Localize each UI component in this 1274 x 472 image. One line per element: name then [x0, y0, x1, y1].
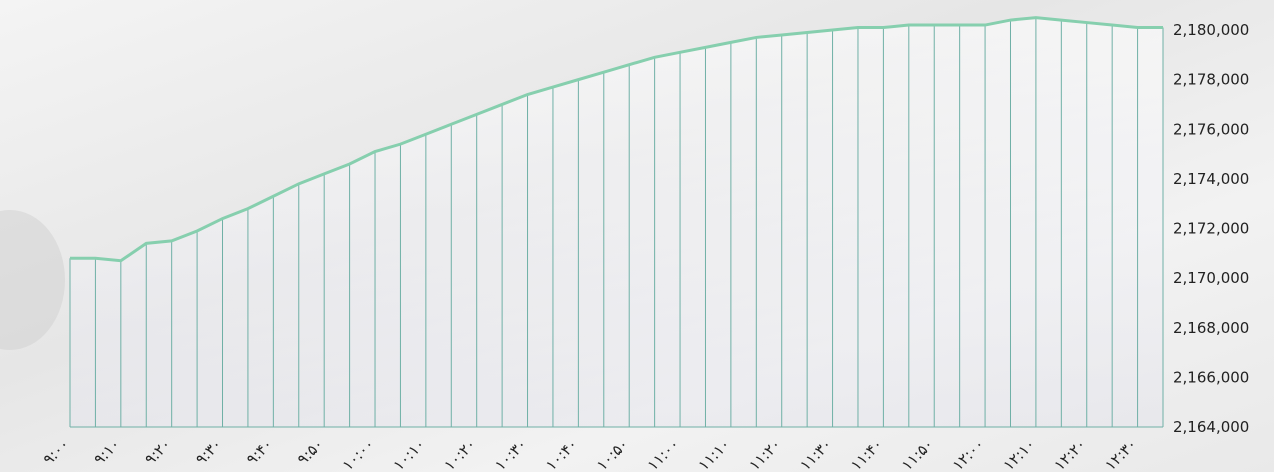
x-tick-label: ۱۰:۵۰ [593, 435, 632, 472]
x-tick-label: ۱۱:۵۰ [898, 435, 937, 472]
y-tick-label: 2,176,000 [1173, 120, 1249, 138]
x-tick-label: ۹:۲۰ [141, 435, 174, 468]
x-tick-label: ۹:۴۰ [243, 435, 276, 468]
line [70, 16, 1163, 263]
y-tick-label: 2,164,000 [1173, 418, 1249, 436]
x-tick-label: ۹:۵۰ [294, 435, 327, 468]
x-tick-label: ۱۲:۳۰ [1101, 435, 1140, 472]
background-decoration [0, 210, 65, 350]
y-tick-label: 2,174,000 [1173, 170, 1249, 188]
x-tick-label: ۱۱:۲۰ [745, 435, 784, 472]
area-fill [70, 17, 1163, 427]
x-tick-label: ۱۰:۰۰ [339, 435, 378, 472]
x-tick-label: ۱۰:۲۰ [440, 435, 479, 472]
y-tick-label: 2,170,000 [1173, 269, 1249, 287]
x-tick-label: ۱۱:۴۰ [847, 435, 886, 472]
x-tick-label: ۱۰:۴۰ [542, 435, 581, 472]
y-tick-label: 2,178,000 [1173, 71, 1249, 89]
y-tick-label: 2,166,000 [1173, 368, 1249, 386]
x-tick-label: ۱۰:۱۰ [390, 435, 429, 472]
x-tick-label: ۱۱:۳۰ [796, 435, 835, 472]
x-tick-label: ۱۲:۱۰ [1000, 435, 1039, 472]
x-tick-label: ۱۱:۰۰ [644, 435, 683, 472]
y-tick-label: 2,172,000 [1173, 220, 1249, 238]
x-tick-label: ۱۲:۲۰ [1050, 435, 1089, 472]
x-tick-label: ۹:۰۰ [39, 435, 72, 468]
x-tick-label: ۱۱:۱۰ [695, 435, 734, 472]
y-tick-label: 2,168,000 [1173, 319, 1249, 337]
x-tick-label: ۹:۱۰ [90, 435, 123, 468]
x-tick-label: ۱۰:۳۰ [491, 435, 530, 472]
y-tick-label: 2,180,000 [1173, 21, 1249, 39]
x-tick-label: ۹:۳۰ [192, 435, 225, 468]
x-tick-label: ۱۲:۰۰ [949, 435, 988, 472]
